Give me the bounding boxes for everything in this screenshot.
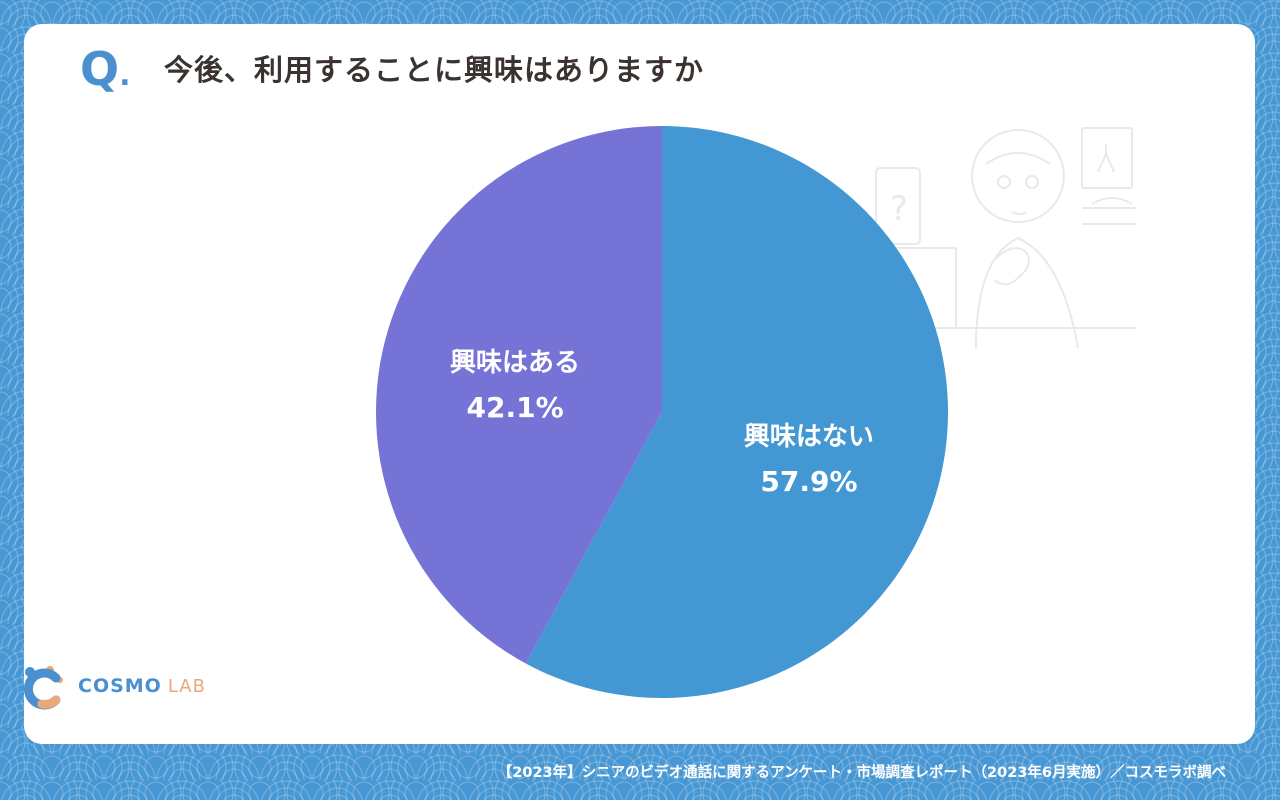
q-letter: Q [80, 42, 120, 96]
pie-slice-interested [376, 125, 662, 664]
slice-category-label: 興味はない [744, 422, 874, 452]
logo-wordmark: COSMO LAB [78, 675, 206, 697]
pie-slice-not-interested [525, 126, 949, 698]
logo-word-lab: LAB [167, 676, 206, 697]
cosmo-lab-logo: COSMO LAB [20, 660, 240, 710]
question-mark: Q. [80, 46, 131, 92]
svg-text:?: ? [890, 189, 908, 229]
cosmo-lab-logo-icon [23, 666, 63, 710]
logo-word-cosmo: COSMO [78, 675, 162, 697]
source-footer: 【2023年】シニアのビデオ通話に関するアンケート・市場調査レポート（2023年… [497, 765, 1226, 781]
picture-frame-icon [1081, 127, 1133, 189]
slice-category-label: 興味はある [450, 348, 580, 378]
slice-value-label: 57.9% [760, 465, 857, 498]
phone-icon [875, 167, 921, 245]
senior-thinking-illustration: ? [836, 127, 1136, 348]
q-dot: . [119, 58, 131, 93]
question-title: 今後、利用することに興味はありますか [164, 53, 705, 87]
slice-value-label: 42.1% [466, 391, 563, 424]
